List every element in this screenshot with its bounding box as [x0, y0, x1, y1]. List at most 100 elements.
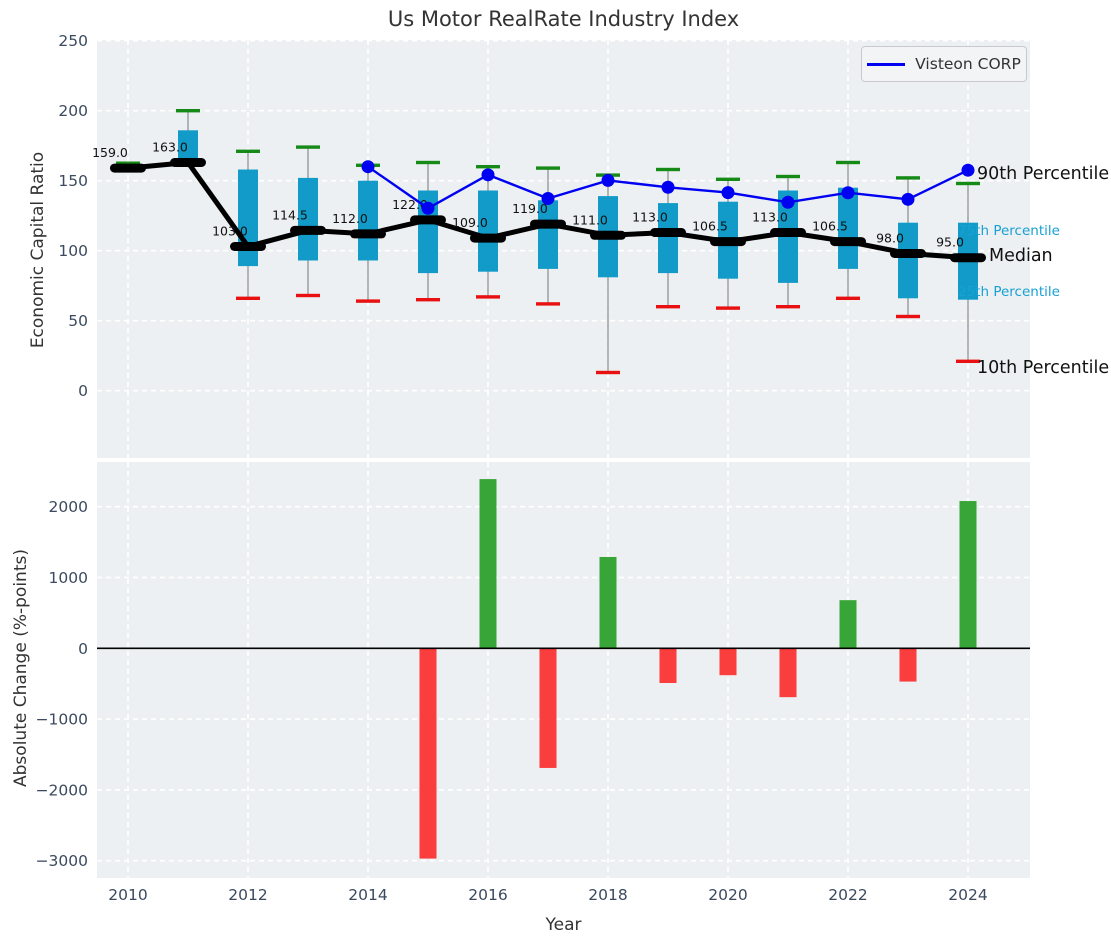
visteon-marker-2024: [961, 163, 975, 177]
iqr-box-2017: [538, 200, 558, 269]
change-bar-2022: [839, 600, 857, 649]
p90-dash-2013: [296, 145, 320, 149]
box-plot-2022: [836, 160, 860, 300]
p10-dash-2012: [236, 296, 260, 300]
p90-dash-2024: [956, 181, 980, 186]
visteon-marker-2022: [841, 186, 855, 200]
p10-dash-2015: [416, 298, 440, 302]
median-marker-2021: [770, 228, 806, 237]
visteon-marker-2018: [601, 173, 615, 187]
median-value-label-2021: 113.0: [752, 210, 788, 225]
median-value-label-2017: 119.0: [512, 201, 548, 216]
change-bar-2015: [419, 648, 437, 859]
annotation-90th-percentile: 90th Percentile: [977, 164, 1110, 184]
box-plot-2013: [296, 145, 320, 298]
p10-dash-2013: [296, 293, 320, 298]
p10-dash-2020: [716, 306, 740, 310]
legend-label: Visteon CORP: [915, 55, 1021, 73]
median-marker-2019: [650, 228, 686, 237]
p10-dash-2019: [656, 305, 680, 309]
iqr-box-2023: [898, 222, 918, 299]
x-tick-label: 2024: [948, 886, 987, 904]
bottom-y-axis-label: Absolute Change (%-points): [11, 549, 31, 787]
bottom-y-tick-label: −3000: [36, 852, 88, 870]
top-y-tick-label: 250: [58, 32, 88, 50]
median-marker-2022: [830, 237, 866, 247]
x-axis-label: Year: [545, 915, 582, 935]
iqr-box-2012: [238, 169, 258, 267]
median-marker-2011: [170, 158, 206, 167]
p10-dash-2014: [356, 299, 380, 303]
median-value-label-2022: 106.5: [812, 219, 848, 234]
median-marker-2012: [230, 242, 266, 251]
p90-dash-2010: [116, 161, 140, 165]
median-marker-2017: [530, 219, 566, 229]
iqr-box-2013: [298, 177, 318, 261]
median-value-label-2013: 114.5: [272, 207, 308, 222]
top-y-axis-label: Economic Capital Ratio: [28, 151, 48, 349]
median-value-label-2011: 163.0: [152, 140, 188, 155]
chart-title: Us Motor RealRate Industry Index: [387, 7, 740, 31]
x-tick-label: 2016: [468, 886, 507, 904]
change-bar-2017: [539, 648, 557, 768]
bottom-y-tick-label: −2000: [36, 781, 88, 799]
change-bar-2016: [479, 479, 497, 649]
median-marker-2018: [590, 230, 626, 240]
p90-dash-2022: [836, 160, 860, 165]
median-value-label-2016: 109.0: [452, 215, 488, 230]
change-bar-2018: [599, 556, 617, 649]
visteon-marker-2014: [361, 160, 375, 174]
x-tick-label: 2022: [828, 886, 867, 904]
iqr-box-2016: [478, 190, 498, 272]
bottom-y-tick-label: 2000: [49, 498, 88, 516]
annotation-75th-percentile: 75th Percentile: [958, 223, 1060, 239]
median-value-label-2023: 98.0: [876, 231, 904, 246]
median-value-label-2019: 113.0: [632, 210, 668, 225]
legend-line-swatch: [867, 62, 906, 66]
median-value-label-2010: 159.0: [92, 145, 128, 160]
iqr-box-2019: [658, 203, 678, 274]
annotation-25th-percentile: 25th Percentile: [958, 284, 1060, 300]
bottom-y-tick-label: 1000: [49, 569, 88, 587]
p90-dash-2023: [896, 176, 920, 180]
median-marker-2020: [710, 237, 746, 247]
change-bar-2019: [659, 648, 677, 683]
median-marker-2023: [890, 249, 926, 258]
bottom-y-tick-label: −1000: [36, 711, 88, 729]
median-value-label-2020: 106.5: [692, 219, 728, 234]
visteon-marker-2016: [481, 168, 495, 182]
median-value-label-2012: 103.0: [212, 224, 248, 239]
legend: Visteon CORP: [861, 46, 1027, 82]
box-plot-2017: [536, 166, 560, 306]
change-bar-2023: [899, 648, 917, 682]
visteon-marker-2019: [661, 180, 675, 194]
median-marker-2010: [110, 163, 146, 173]
x-tick-label: 2010: [108, 886, 147, 904]
p10-dash-2021: [776, 305, 800, 309]
top-y-tick-label: 150: [58, 172, 88, 190]
x-tick-label: 2018: [588, 886, 627, 904]
x-tick-label: 2020: [708, 886, 747, 904]
p90-dash-2011: [176, 109, 200, 113]
p10-dash-2016: [476, 295, 500, 299]
p90-dash-2012: [236, 149, 260, 153]
median-marker-2016: [470, 233, 506, 243]
p90-dash-2015: [416, 160, 440, 165]
median-marker-2014: [350, 229, 386, 239]
bottom-y-tick-label: 0: [78, 640, 88, 658]
box-plot-2016: [476, 165, 500, 299]
top-y-tick-label: 50: [68, 312, 88, 330]
change-bar-2024: [959, 501, 977, 649]
median-value-label-2024: 95.0: [936, 235, 964, 250]
annotation-10th-percentile: 10th Percentile: [977, 358, 1110, 378]
visteon-marker-2023: [901, 192, 915, 206]
top-y-tick-label: 200: [58, 102, 88, 120]
top-y-tick-label: 0: [78, 382, 88, 400]
visteon-marker-2017: [541, 191, 555, 205]
p90-dash-2017: [536, 166, 560, 170]
p10-dash-2017: [536, 302, 560, 306]
bottom-panel-plot-area: [97, 462, 1030, 878]
visteon-marker-2021: [781, 195, 795, 209]
